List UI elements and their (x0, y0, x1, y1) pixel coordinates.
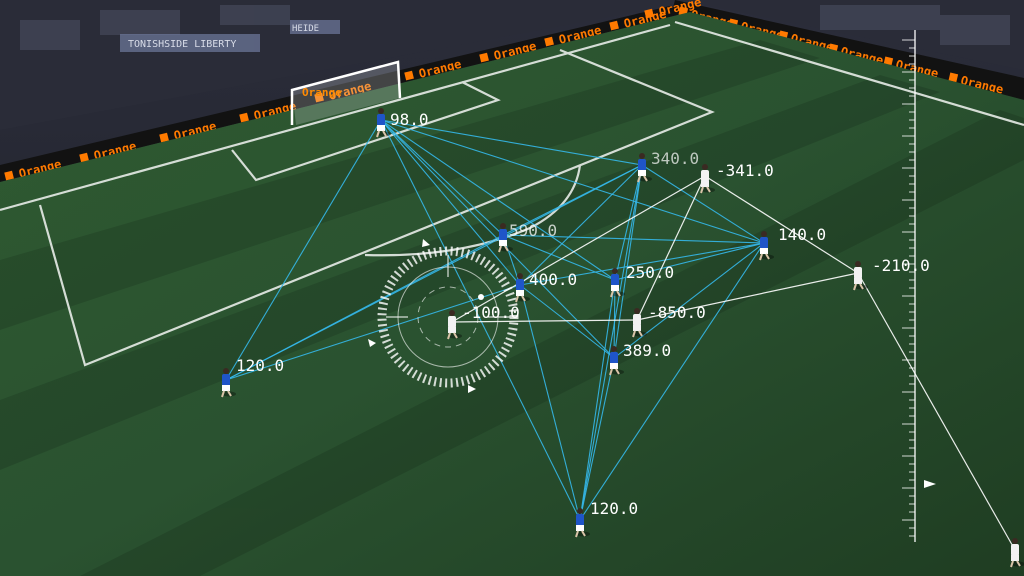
pass-line (380, 119, 581, 521)
players (221, 108, 1024, 568)
label-400: 400.0 (529, 270, 577, 289)
goal: Orange (290, 60, 402, 125)
pass-line (380, 119, 521, 286)
opponent-line (636, 175, 706, 321)
pass-line (613, 279, 616, 359)
pass-line (519, 164, 643, 286)
player-blue (759, 231, 774, 261)
opponent-line (857, 272, 1016, 551)
pass-line (380, 119, 765, 244)
reticle-marker-icon (368, 339, 376, 347)
pass-line (579, 164, 643, 521)
pass-line (519, 284, 581, 521)
pass-line (380, 119, 615, 359)
opponent-line (451, 319, 638, 323)
pitch-lines (0, 20, 1024, 367)
scale-pointer-icon (924, 480, 936, 488)
pass-line (502, 234, 616, 281)
pass-line (519, 284, 615, 359)
pass-line (641, 164, 765, 244)
player-blue (610, 268, 625, 298)
pass-line (225, 284, 521, 381)
crowd-banner-text-2: HEIDE (292, 24, 319, 34)
player-blue (637, 153, 652, 183)
player-white (853, 261, 868, 291)
player-white (1010, 538, 1024, 568)
ball (478, 294, 484, 300)
reticle-marker-icon (422, 239, 430, 247)
pass-line (614, 164, 643, 281)
pass-line (579, 242, 765, 521)
label-389: 389.0 (623, 341, 671, 360)
player-blue (498, 223, 513, 253)
opponent-line (704, 175, 859, 274)
label-neg341: -341.0 (716, 161, 774, 180)
pass-line (613, 164, 643, 359)
pass-line (380, 119, 616, 281)
player-blue (609, 346, 624, 376)
crowd-banner (120, 34, 260, 52)
pass-line (579, 357, 615, 521)
player-blue (575, 508, 590, 538)
label-140: 140.0 (778, 225, 826, 244)
pass-line (380, 119, 504, 236)
crowd-banner-text: TONISHSIDE LIBERTY (128, 39, 236, 50)
pass-line (502, 234, 765, 244)
distance-scale (902, 30, 936, 542)
reticle-marker-icon (468, 385, 476, 393)
pass-line (614, 242, 765, 281)
player-blue (515, 273, 530, 303)
pass-line (613, 242, 765, 359)
pass-line (225, 119, 382, 381)
ad-boards (0, 0, 1024, 182)
pass-line (519, 242, 765, 286)
label-250: 250.0 (626, 263, 674, 282)
player-white (700, 164, 715, 194)
label-590: 590.0 (509, 221, 557, 240)
player-blue (376, 108, 391, 138)
label-120-bottom: 120.0 (590, 499, 638, 518)
player-white (447, 310, 462, 340)
label-98: 98.0 (390, 110, 429, 129)
player-blue (221, 368, 236, 398)
player-white (632, 308, 647, 338)
label-120-left: 120.0 (236, 356, 284, 375)
focus-reticle (368, 239, 519, 393)
goal-ad-text: Orange (302, 86, 342, 99)
label-neg850: -850.0 (648, 303, 706, 322)
label-340: 340.0 (651, 149, 699, 168)
opponent-line (636, 272, 859, 321)
pass-line (380, 119, 643, 166)
pass-line (225, 234, 504, 381)
label-neg100: -100.0 (462, 303, 520, 322)
label-neg210: -210.0 (872, 256, 930, 275)
player-value-labels: 98.0 340.0 -341.0 590.0 140.0 400.0 250.… (236, 110, 930, 518)
